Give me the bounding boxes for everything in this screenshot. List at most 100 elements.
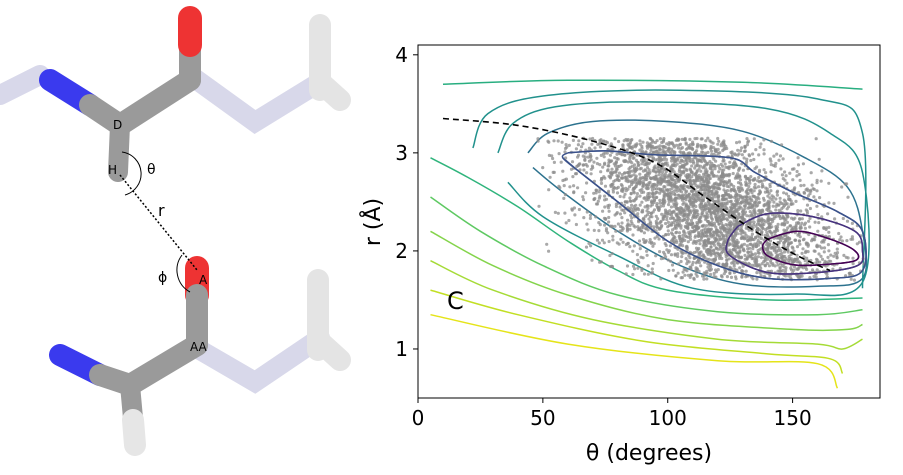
scatter-point — [784, 192, 789, 196]
scatter-point — [801, 162, 806, 166]
scatter-point — [714, 208, 718, 212]
scatter-point — [778, 196, 782, 200]
scatter-point — [694, 261, 698, 265]
scatter-point — [594, 215, 598, 219]
scatter-point — [592, 228, 596, 232]
scatter-point — [755, 228, 760, 232]
scatter-point — [752, 223, 756, 227]
scatter-point — [676, 208, 680, 212]
scatter-point — [654, 149, 659, 153]
scatter-point — [698, 159, 702, 163]
scatter-point — [674, 203, 678, 207]
scatter-point — [671, 228, 675, 232]
scatter-point — [675, 230, 679, 234]
scatter-point — [721, 176, 725, 181]
scatter-point — [857, 240, 862, 244]
scatter-point — [749, 213, 754, 217]
y-tick-label: 1 — [395, 337, 408, 361]
scatter-point — [680, 219, 684, 223]
scatter-point — [754, 261, 759, 265]
scatter-point — [603, 184, 608, 188]
scatter-point — [731, 166, 736, 170]
scatter-point — [736, 187, 741, 191]
scatter-point — [694, 216, 698, 220]
scatter-point — [686, 240, 690, 244]
scatter-point — [654, 221, 659, 225]
scatter-point — [745, 157, 749, 161]
scatter-point — [594, 188, 599, 192]
scatter-point — [687, 195, 691, 199]
scatter-point — [746, 239, 750, 243]
contour-line — [430, 230, 863, 332]
scatter-point — [746, 250, 751, 254]
scatter-point — [704, 249, 709, 254]
scatter-point — [552, 160, 557, 164]
scatter-point — [798, 217, 802, 221]
scatter-point — [691, 159, 695, 164]
scatter-point — [718, 166, 722, 171]
scatter-point — [704, 224, 708, 228]
scatter-point — [717, 139, 721, 143]
scatter-point — [737, 255, 741, 259]
scatter-point — [674, 187, 678, 191]
scatter-point — [561, 178, 565, 183]
scatter-point — [701, 156, 705, 161]
scatter-point — [613, 224, 617, 228]
scatter-point — [725, 234, 730, 238]
scatter-point — [802, 255, 806, 259]
scatter-point — [710, 152, 714, 157]
scatter-point — [805, 203, 810, 207]
scatter-point — [744, 275, 748, 279]
scatter-point — [691, 142, 695, 146]
scatter-point — [702, 188, 706, 192]
scatter-point — [711, 233, 716, 238]
scatter-point — [681, 244, 685, 248]
scatter-point — [769, 163, 773, 167]
scatter-point — [742, 235, 746, 239]
scatter-point — [725, 189, 730, 193]
scatter-point — [726, 210, 731, 214]
scatter-point — [757, 175, 761, 180]
bond-faded — [0, 65, 50, 105]
scatter-point — [744, 183, 748, 187]
scatter-point — [709, 245, 713, 249]
scatter-point — [811, 187, 815, 191]
scatter-point — [640, 187, 644, 192]
scatter-point — [613, 213, 617, 217]
scatter-point — [700, 213, 704, 217]
scatter-point — [758, 218, 762, 223]
scatter-point — [675, 213, 679, 217]
scatter-point — [638, 247, 642, 251]
scatter-point — [789, 268, 794, 272]
scatter-point — [773, 264, 777, 268]
scatter-point — [680, 146, 685, 150]
scatter-point — [645, 177, 649, 181]
scatter-point — [708, 202, 712, 206]
scatter-point — [762, 148, 766, 152]
scatter-point — [707, 207, 711, 211]
scatter-point — [594, 191, 598, 195]
scatter-point — [759, 179, 763, 183]
scatter-point — [635, 195, 639, 199]
scatter-point — [629, 219, 633, 223]
scatter-point — [623, 153, 627, 157]
scatter-point — [687, 186, 691, 190]
scatter-point — [713, 211, 717, 216]
scatter-point — [767, 243, 771, 247]
scatter-point — [659, 188, 663, 192]
y-tick-label: 3 — [395, 141, 408, 165]
scatter-point — [713, 149, 717, 153]
scatter-point — [763, 263, 767, 267]
scatter-point — [728, 220, 733, 224]
scatter-point — [720, 210, 724, 214]
scatter-point — [714, 225, 718, 229]
scatter-point — [606, 189, 611, 193]
scatter-point — [786, 226, 790, 230]
donor-residue — [39, 6, 202, 182]
scatter-point — [654, 187, 659, 191]
scatter-point — [572, 184, 576, 188]
scatter-point — [603, 223, 607, 227]
scatter-point — [558, 186, 562, 190]
scatter-point — [712, 271, 716, 276]
scatter-point — [788, 237, 792, 241]
